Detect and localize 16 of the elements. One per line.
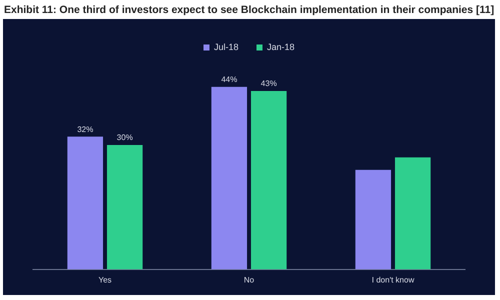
bar: [67, 136, 104, 270]
data-label: 30%: [116, 133, 133, 142]
bar: [106, 144, 143, 270]
bar: [355, 170, 392, 270]
data-label: 43%: [260, 79, 277, 88]
x-tick-label: No: [244, 275, 255, 284]
data-label: 32%: [77, 124, 94, 134]
data-label: 44%: [221, 75, 238, 84]
legend-label: Jan-18: [266, 42, 295, 52]
bar: [211, 86, 248, 270]
x-tick-label: Yes: [98, 275, 112, 284]
bar: [394, 157, 431, 270]
chart-title: Exhibit 11: One third of investors expect to see Blockchain implementation in their companies [11]: [3, 3, 496, 18]
x-tick-label: I don't know: [372, 275, 414, 284]
bar: [250, 91, 287, 270]
legend-label: Jul-18: [214, 42, 238, 52]
